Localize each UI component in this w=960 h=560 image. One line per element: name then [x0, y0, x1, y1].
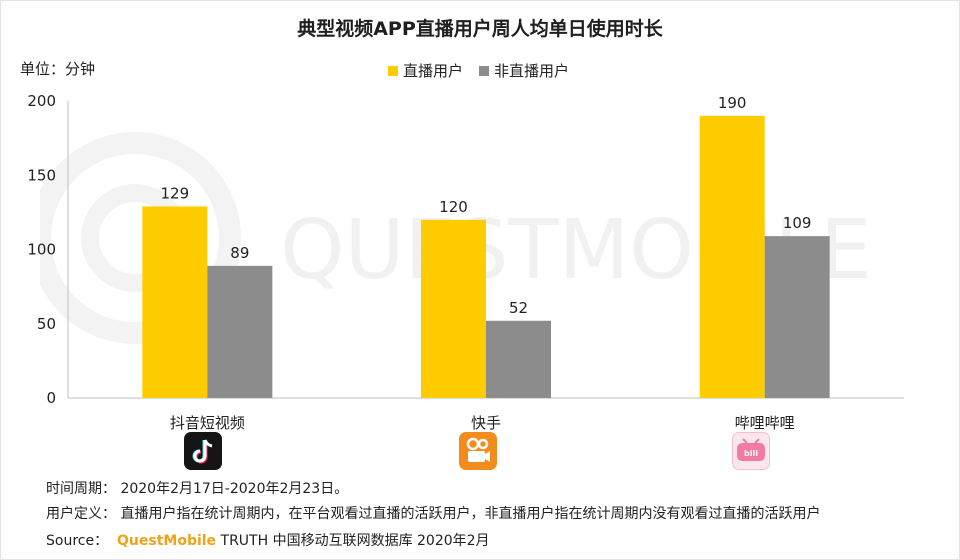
note-definition: 用户定义： 直播用户指在统计周期内，在平台观看过直播的活跃用户，非直播用户指在统… [46, 506, 821, 522]
y-tick-label: 200 [27, 92, 56, 110]
y-tick-label: 100 [27, 241, 56, 259]
data-label: 89 [230, 244, 249, 262]
note-source: Source： QuestMobile TRUTH 中国移动互联网数据库 202… [46, 530, 490, 550]
x-tick-label: 快手 [471, 414, 501, 430]
svg-text:bili: bili [744, 449, 758, 458]
legend-item-live: 直播用户 [388, 60, 463, 81]
legend-label-live: 直播用户 [403, 62, 464, 80]
legend: 直播用户 非直播用户 [388, 60, 585, 81]
x-tick-label: 抖音短视频 [170, 414, 245, 430]
data-label: 190 [718, 94, 747, 112]
tiktok-icon [184, 432, 222, 470]
source-label: Source： [46, 533, 109, 549]
bar [207, 265, 273, 398]
bar [486, 320, 551, 398]
legend-label-nonlive: 非直播用户 [494, 62, 570, 80]
bar-chart: 0 50 100 150 200 129 89 抖音短视频 120 52 快手 190 109 哔哩哔哩 [27, 92, 904, 430]
bilibili-icon: bili [732, 432, 770, 470]
y-tick-label: 150 [27, 166, 56, 184]
note-period: 时间周期： 2020年2月17日-2020年2月23日。 [46, 481, 349, 497]
data-label: 120 [439, 198, 468, 216]
bar [421, 219, 486, 398]
data-label: 109 [783, 214, 812, 232]
chart-title: 典型视频APP直播用户周人均单日使用时长 [297, 18, 663, 40]
legend-item-nonlive: 非直播用户 [479, 60, 569, 81]
x-tick-label: 哔哩哔哩 [735, 414, 795, 430]
y-tick-label: 0 [46, 389, 56, 407]
legend-swatch-live [388, 65, 398, 76]
data-label: 52 [509, 299, 528, 317]
bar [142, 206, 208, 398]
kuaishou-icon [459, 432, 497, 470]
bar [764, 236, 830, 398]
legend-swatch-nonlive [479, 65, 490, 76]
source-brand: QuestMobile [117, 533, 217, 549]
y-tick-label: 50 [37, 315, 56, 333]
bar [699, 115, 765, 398]
unit-label: 单位：分钟 [20, 60, 96, 78]
data-label: 129 [161, 184, 190, 202]
source-rest: TRUTH 中国移动互联网数据库 2020年2月 [216, 533, 490, 549]
